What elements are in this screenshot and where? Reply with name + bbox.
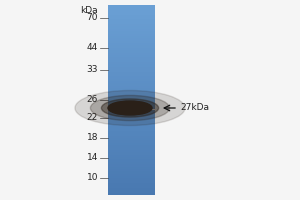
Bar [108, 24, 155, 26]
Bar [108, 72, 155, 74]
Bar [108, 81, 155, 83]
Bar [108, 90, 155, 93]
Bar [108, 188, 155, 190]
Bar [108, 10, 155, 12]
Bar [108, 64, 155, 67]
Bar [108, 102, 155, 105]
Bar [108, 74, 155, 76]
Bar [108, 121, 155, 124]
Bar [108, 133, 155, 136]
Bar [108, 107, 155, 109]
Bar [108, 174, 155, 176]
Bar [108, 17, 155, 19]
Text: 70: 70 [86, 14, 98, 22]
Bar [108, 105, 155, 107]
Bar [108, 138, 155, 140]
Bar [108, 69, 155, 72]
Bar [108, 110, 155, 112]
Bar [108, 41, 155, 43]
Bar [108, 7, 155, 10]
Bar [108, 60, 155, 62]
Bar [108, 126, 155, 129]
Text: 27kDa: 27kDa [180, 104, 209, 112]
Bar [108, 140, 155, 143]
Bar [108, 119, 155, 121]
Bar [108, 181, 155, 183]
Ellipse shape [90, 95, 170, 121]
Bar [108, 155, 155, 157]
Ellipse shape [108, 101, 152, 115]
Bar [108, 190, 155, 193]
Bar [108, 171, 155, 174]
Bar [108, 186, 155, 188]
Bar [108, 178, 155, 181]
Bar [108, 114, 155, 117]
Bar [108, 112, 155, 114]
Bar [108, 76, 155, 79]
Bar [108, 176, 155, 178]
Bar [108, 36, 155, 38]
Bar [108, 98, 155, 100]
Bar [108, 145, 155, 148]
Text: 44: 44 [87, 44, 98, 52]
Ellipse shape [75, 90, 185, 126]
Bar [108, 83, 155, 86]
Bar [108, 48, 155, 50]
Bar [108, 19, 155, 22]
Text: 26: 26 [87, 96, 98, 104]
Bar [108, 45, 155, 48]
Ellipse shape [101, 99, 159, 117]
Bar [108, 183, 155, 186]
Bar [108, 157, 155, 159]
Bar [108, 26, 155, 29]
Bar [108, 57, 155, 60]
Text: 22: 22 [87, 114, 98, 122]
Text: 14: 14 [87, 154, 98, 162]
Bar [108, 169, 155, 171]
Bar [108, 15, 155, 17]
Bar [108, 193, 155, 195]
Bar [108, 52, 155, 55]
Bar [108, 79, 155, 81]
Bar [108, 131, 155, 133]
Bar [108, 150, 155, 152]
Bar [108, 152, 155, 155]
Bar [108, 22, 155, 24]
Bar [108, 86, 155, 88]
Bar [108, 148, 155, 150]
Bar [108, 88, 155, 90]
Bar [108, 93, 155, 95]
Bar [108, 50, 155, 52]
Bar [108, 159, 155, 162]
Bar [108, 100, 155, 102]
Bar [108, 5, 155, 7]
Bar [108, 124, 155, 126]
Bar [108, 166, 155, 169]
Bar [108, 162, 155, 164]
Bar [108, 12, 155, 15]
Bar [108, 136, 155, 138]
Bar [108, 95, 155, 98]
Bar [108, 31, 155, 33]
Bar [108, 38, 155, 41]
Text: kDa: kDa [80, 6, 98, 15]
Bar [108, 67, 155, 69]
Bar [108, 62, 155, 64]
Text: 10: 10 [86, 173, 98, 182]
Bar [108, 55, 155, 57]
Bar [108, 43, 155, 45]
Text: 33: 33 [86, 66, 98, 74]
Bar [108, 129, 155, 131]
Text: 18: 18 [86, 134, 98, 142]
Bar [108, 164, 155, 166]
Bar [108, 29, 155, 31]
Bar [108, 143, 155, 145]
Bar [108, 33, 155, 36]
Bar [108, 117, 155, 119]
